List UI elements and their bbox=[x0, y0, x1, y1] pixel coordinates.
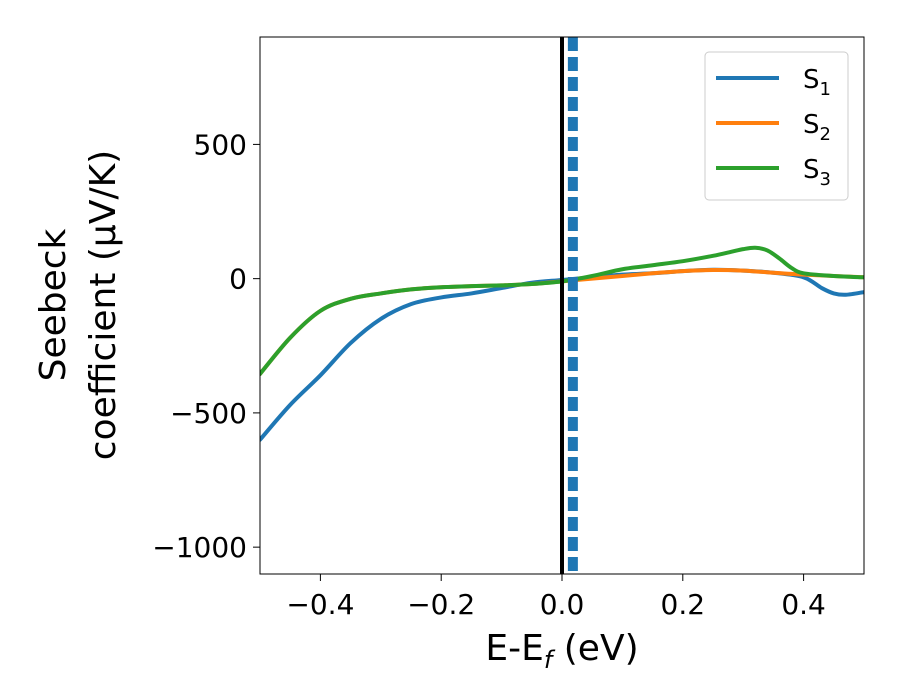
y-tick-label: −500 bbox=[170, 397, 247, 430]
legend-label-s1: S1 bbox=[803, 65, 831, 100]
y-tick-label: 500 bbox=[194, 128, 247, 161]
x-tick-label: −0.2 bbox=[407, 588, 475, 621]
x-axis-ticks: −0.4 −0.2 0.0 0.2 0.4 bbox=[286, 574, 826, 621]
y-tick-label: −1000 bbox=[152, 531, 247, 564]
vline-layer bbox=[560, 37, 578, 574]
x-tick-label: 0.4 bbox=[781, 588, 826, 621]
x-tick-label: 0.0 bbox=[540, 588, 585, 621]
legend-box bbox=[704, 51, 849, 201]
legend-label-s2: S2 bbox=[803, 110, 831, 145]
y-axis-ticks: −1000 −500 0 500 bbox=[152, 128, 260, 564]
legend: S1 S2 S3 bbox=[704, 51, 849, 201]
x-tick-label: −0.4 bbox=[286, 588, 354, 621]
y-axis-title-line1: Seebeck bbox=[33, 228, 74, 381]
legend-label-s3: S3 bbox=[803, 155, 831, 190]
x-tick-label: 0.2 bbox=[661, 588, 706, 621]
y-axis-title: Seebeck coefficient (μV/K) bbox=[33, 150, 124, 460]
x-axis-title: E-Ef (eV) bbox=[485, 628, 638, 674]
series-line-s3 bbox=[260, 245, 864, 376]
y-tick-label: 0 bbox=[229, 263, 247, 296]
y-axis-title-line2: coefficient (μV/K) bbox=[83, 150, 124, 460]
